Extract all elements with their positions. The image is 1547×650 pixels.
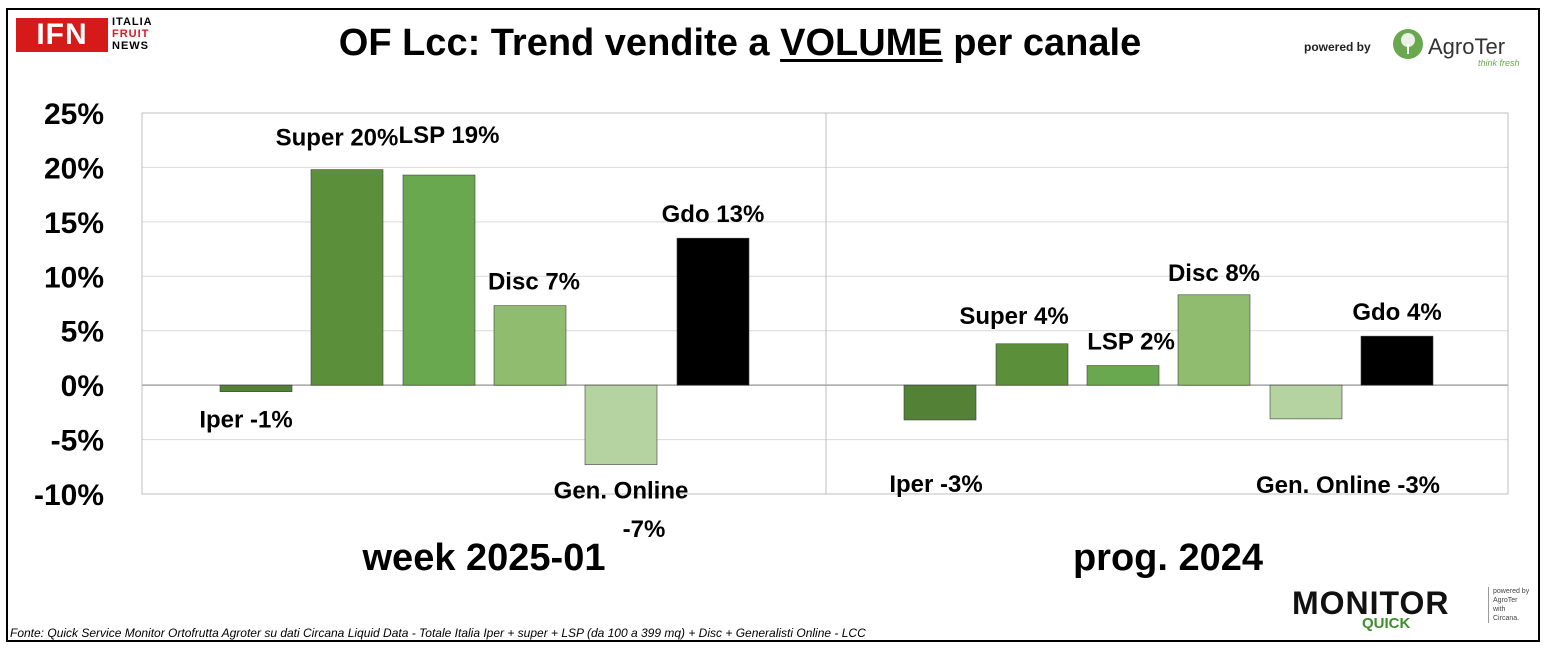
y-tick-label: 5%: [61, 316, 104, 349]
bar: [219, 384, 293, 392]
side-circana: Circana.: [1493, 615, 1520, 622]
ifn-logo-words: ITALIA FRUIT NEWS: [112, 16, 153, 52]
data-label: LSP 19%: [399, 122, 500, 149]
bar: [493, 305, 567, 386]
data-label: Iper -1%: [199, 407, 292, 434]
y-tick-label: -10%: [34, 479, 104, 512]
quick-wordmark: QUICK: [1362, 615, 1411, 632]
bar: [1269, 384, 1343, 420]
data-label: Disc 7%: [488, 269, 580, 296]
title-underlined: VOLUME: [780, 22, 943, 64]
data-label: LSP 2%: [1087, 329, 1175, 356]
powered-by-label: powered by: [1304, 40, 1371, 54]
data-label-extra: -7%: [623, 516, 666, 543]
data-label: Gen. Online -3%: [1256, 472, 1440, 499]
data-label: Gen. Online: [554, 478, 689, 505]
title-prefix: OF Lcc: Trend vendite a: [338, 22, 781, 64]
chart-frame: [6, 8, 1540, 642]
agroter-logo: AgroTer think fresh: [1392, 28, 1522, 68]
side-agroter: AgroTer: [1493, 597, 1518, 604]
data-label: Gdo 4%: [1352, 299, 1441, 326]
bar: [584, 384, 658, 465]
y-tick-label: -5%: [51, 425, 104, 458]
tree-icon: [1393, 29, 1423, 59]
ifn-logo: IFN ITALIA FRUIT NEWS: [16, 16, 161, 56]
group-label: week 2025-01: [362, 537, 606, 579]
ifn-word-news: NEWS: [112, 40, 149, 52]
data-label: Gdo 13%: [662, 201, 765, 228]
title-suffix: per canale: [942, 22, 1142, 64]
bar: [310, 169, 384, 386]
agroter-tagline: think fresh: [1478, 58, 1520, 68]
group-label: prog. 2024: [1073, 537, 1263, 579]
bar: [1177, 294, 1251, 386]
bar: [903, 384, 977, 421]
ifn-word-fruit: FRUIT: [112, 28, 150, 40]
plot-area: [141, 112, 1509, 495]
side-with: with: [1493, 606, 1506, 613]
agroter-wordmark: AgroTer: [1428, 34, 1506, 59]
bar: [995, 343, 1069, 386]
side-powered: powered by: [1493, 588, 1530, 595]
bar: [1360, 335, 1434, 386]
data-label: Disc 8%: [1168, 260, 1260, 287]
bar: [676, 237, 750, 386]
monitor-side-credits: powered by AgroTer with Circana.: [1488, 587, 1529, 623]
ifn-logo-mark: IFN: [16, 18, 108, 52]
y-tick-label: 20%: [44, 152, 104, 185]
data-label: Super 4%: [959, 303, 1068, 330]
bar: [1086, 365, 1160, 386]
monitor-quick-logo: MONITOR QUICK powered by AgroTer with Ci…: [1292, 585, 1532, 637]
data-label: Iper -3%: [889, 471, 982, 498]
ifn-word-italia: ITALIA: [112, 16, 153, 28]
y-tick-label: 0%: [61, 370, 104, 403]
y-tick-label: 15%: [44, 207, 104, 240]
chart-title: OF Lcc: Trend vendite a VOLUME per canal…: [300, 22, 1180, 65]
monitor-wordmark: MONITOR: [1292, 585, 1450, 621]
y-tick-label: 25%: [44, 98, 104, 131]
source-note: Fonte: Quick Service Monitor Ortofrutta …: [10, 626, 866, 640]
data-label: Super 20%: [276, 125, 399, 152]
y-tick-label: 10%: [44, 261, 104, 294]
bar: [402, 174, 476, 386]
